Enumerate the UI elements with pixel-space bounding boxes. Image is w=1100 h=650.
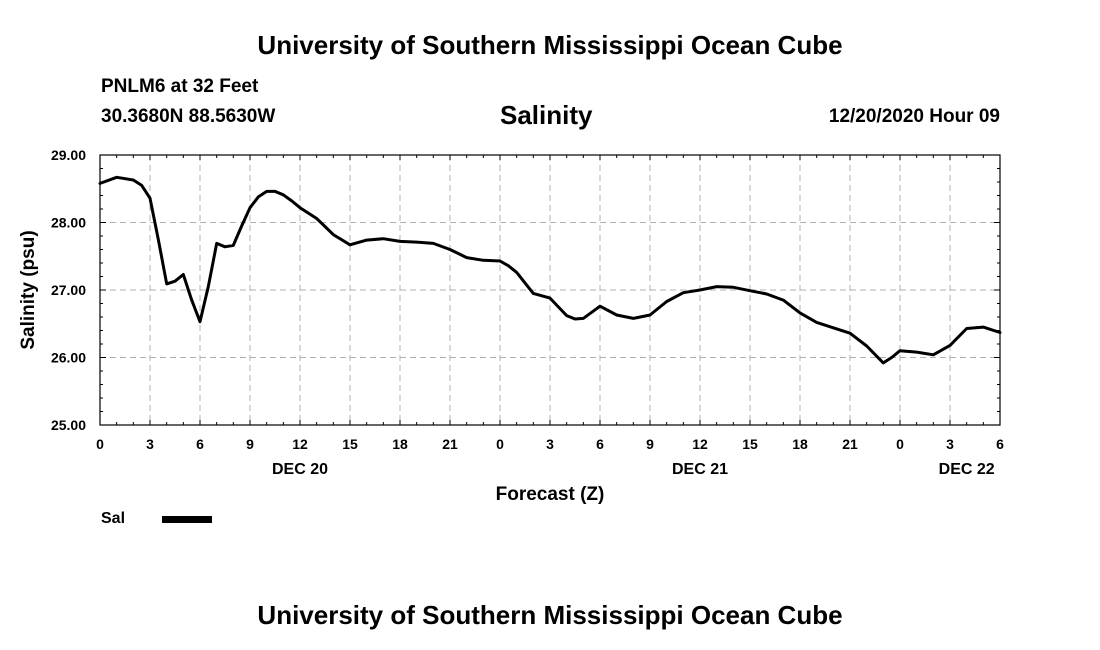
x-tick-label: 9 xyxy=(646,436,654,452)
plot-frame xyxy=(99,154,1001,426)
x-day-label: DEC 20 xyxy=(272,461,328,478)
x-tick-label: 0 xyxy=(896,436,904,452)
x-tick-label: 18 xyxy=(392,436,408,452)
x-day-label: DEC 22 xyxy=(939,461,995,478)
x-axis-title: Forecast (Z) xyxy=(496,484,605,505)
x-tick-label: 18 xyxy=(792,436,808,452)
series-line-sal xyxy=(98,175,1002,365)
y-axis-title: Salinity (psu) xyxy=(18,230,39,349)
x-tick-label: 12 xyxy=(292,436,308,452)
x-tick-label: 9 xyxy=(246,436,254,452)
x-tick-label: 0 xyxy=(496,436,504,452)
x-tick-label: 15 xyxy=(342,436,358,452)
x-tick-label: 15 xyxy=(742,436,758,452)
station-coordinates: 30.3680N 88.5630W xyxy=(101,106,276,127)
header-title: University of Southern Mississippi Ocean… xyxy=(257,30,843,60)
legend-label: Sal xyxy=(101,510,126,527)
x-tick-label: 3 xyxy=(546,436,554,452)
x-tick-label: 6 xyxy=(596,436,604,452)
x-tick-label: 6 xyxy=(996,436,1004,452)
x-tick-label: 3 xyxy=(946,436,954,452)
y-tick-label: 29.00 xyxy=(51,147,86,163)
y-tick-label: 27.00 xyxy=(51,282,86,298)
legend-swatch xyxy=(162,516,212,523)
footer-title: University of Southern Mississippi Ocean… xyxy=(257,600,843,630)
y-tick-label: 25.00 xyxy=(51,417,86,433)
x-tick-label: 0 xyxy=(96,436,104,452)
y-tick-label: 28.00 xyxy=(51,215,86,231)
y-tick-label: 26.00 xyxy=(51,350,86,366)
parameter-title: Salinity xyxy=(500,100,593,130)
x-tick-label: 21 xyxy=(842,436,858,452)
station-label: PNLM6 at 32 Feet xyxy=(101,76,259,97)
x-tick-label: 21 xyxy=(442,436,458,452)
x-tick-label: 12 xyxy=(692,436,708,452)
x-day-label: DEC 21 xyxy=(672,461,728,478)
forecast-timestamp: 12/20/2020 Hour 09 xyxy=(828,106,1000,127)
x-tick-label: 6 xyxy=(196,436,204,452)
x-tick-label: 3 xyxy=(146,436,154,452)
